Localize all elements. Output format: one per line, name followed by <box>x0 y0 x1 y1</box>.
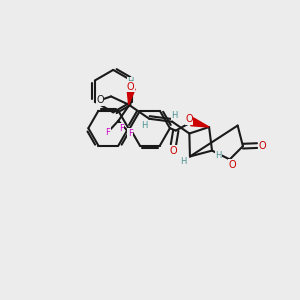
Text: O: O <box>185 114 193 124</box>
Text: O: O <box>229 160 236 170</box>
Text: F: F <box>106 128 110 136</box>
Text: O: O <box>259 141 266 151</box>
Text: H: H <box>215 152 222 160</box>
Text: O: O <box>96 95 104 105</box>
Text: F: F <box>119 124 124 133</box>
Text: H: H <box>180 157 187 166</box>
Polygon shape <box>191 118 209 127</box>
Text: O: O <box>127 82 134 92</box>
Text: O: O <box>169 146 177 156</box>
Polygon shape <box>127 88 135 105</box>
Text: H: H <box>141 121 147 130</box>
Text: F: F <box>128 129 133 138</box>
Text: H: H <box>171 111 178 120</box>
Text: H: H <box>127 77 134 86</box>
